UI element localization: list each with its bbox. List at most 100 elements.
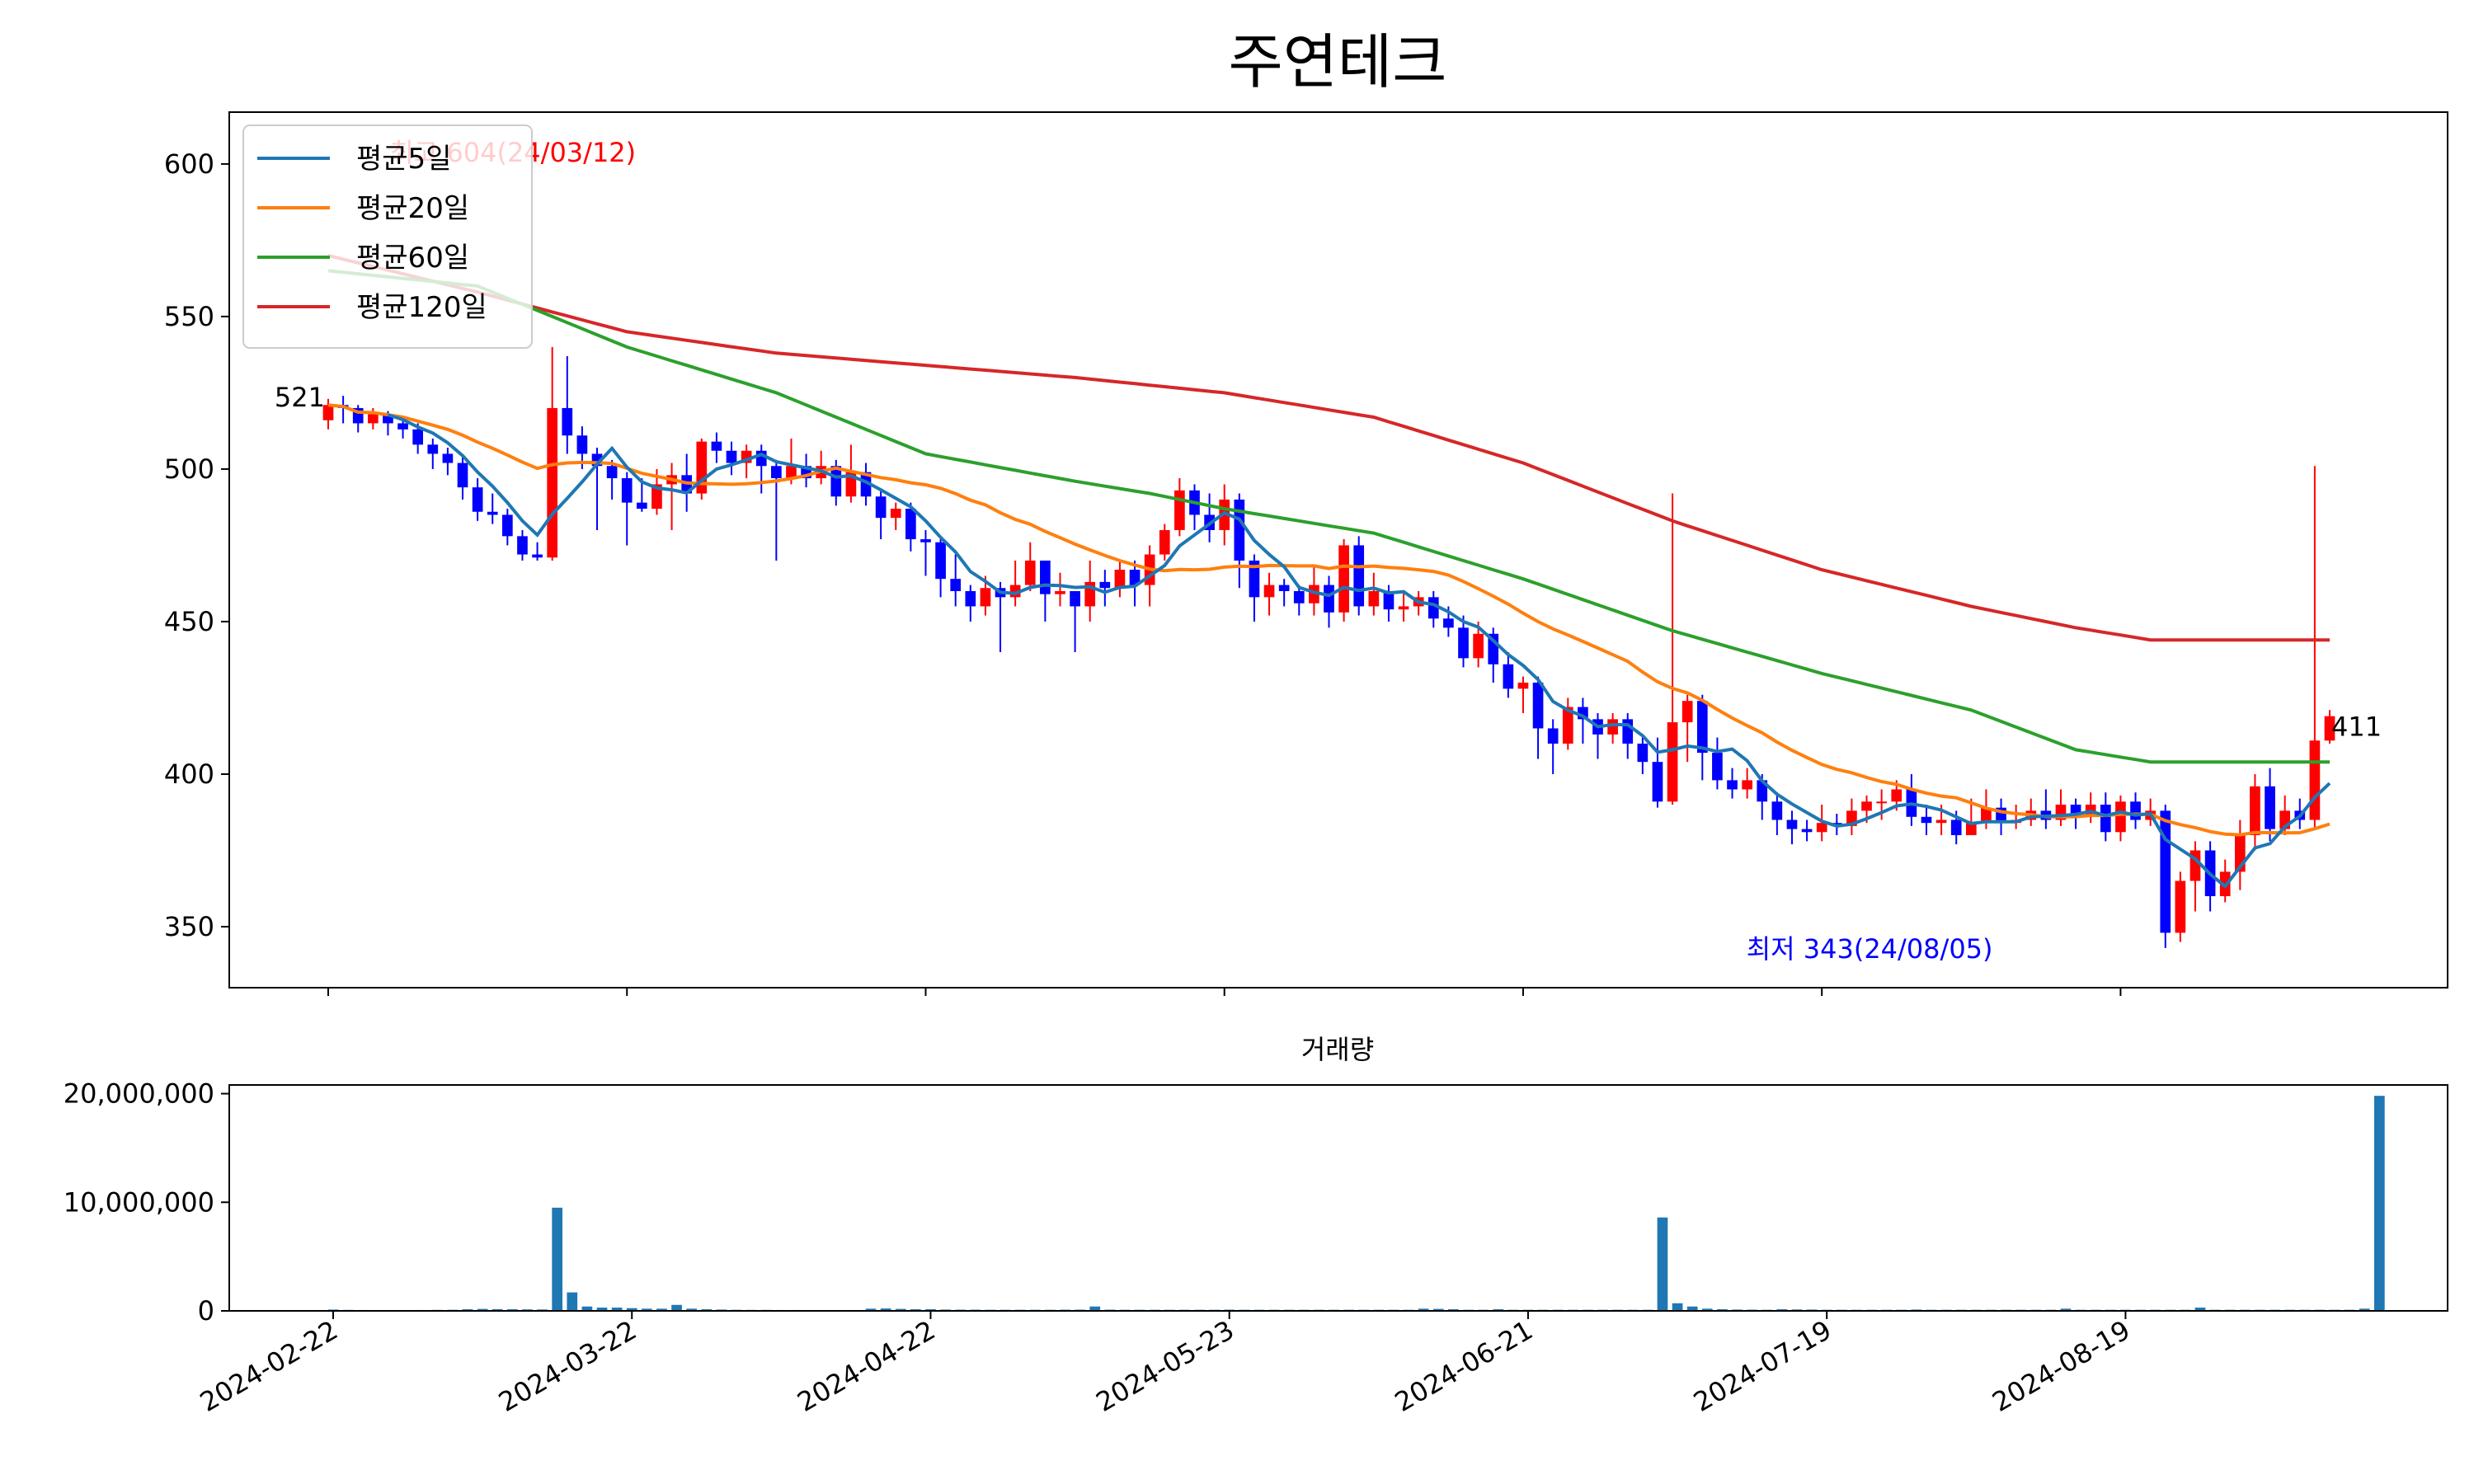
legend-label: 평균5일 <box>356 143 451 176</box>
candle-body <box>1816 823 1827 833</box>
candle-body <box>532 554 543 558</box>
candle-body <box>1771 801 1783 820</box>
volume-bar <box>626 1308 637 1311</box>
candle-body <box>1981 807 1992 824</box>
candle-body <box>1383 590 1395 610</box>
candle-body <box>397 423 408 430</box>
volume-y-tick-label: 20,000,000 <box>63 1078 214 1110</box>
candle-body <box>1696 701 1708 754</box>
candle-body <box>1667 722 1678 802</box>
volume-bar <box>895 1308 906 1311</box>
candle-body <box>2130 801 2141 820</box>
candle-body <box>1921 816 1932 824</box>
candle-body <box>1278 585 1290 591</box>
price-axes-frame <box>228 111 2448 989</box>
volume-bar <box>671 1304 682 1311</box>
volume-y-tick-label: 10,000,000 <box>63 1186 214 1218</box>
candle-body <box>1159 529 1170 555</box>
x-tick-label: 2024-07-19 <box>1688 1314 1837 1418</box>
volume-bar <box>1701 1308 1713 1311</box>
volume-bar <box>1418 1308 1429 1311</box>
candle-body <box>711 441 722 451</box>
candle-body <box>637 502 647 510</box>
x-tick-label: 2024-03-22 <box>493 1314 642 1418</box>
x-tick-label: 2024-04-22 <box>792 1314 940 1418</box>
candle-body <box>383 414 393 424</box>
candle-body <box>2115 801 2126 833</box>
legend-label: 평균120일 <box>356 291 487 324</box>
candle-body <box>2160 810 2171 933</box>
volume-bar <box>865 1308 877 1311</box>
candle-body <box>1965 823 1977 835</box>
candle-body <box>322 405 334 420</box>
volume-panel: 0 10,000,000 20,000,000 2024-02-22 2024-03-2… <box>63 1078 2448 1418</box>
candle-body <box>1652 762 1663 802</box>
volume-bar <box>656 1308 667 1311</box>
candle-body <box>1786 819 1798 829</box>
candle-body <box>1681 701 1693 723</box>
chart-title: 주연테크 <box>1229 27 1447 96</box>
last-price-label: 411 <box>2331 711 2382 742</box>
candle-body <box>1801 829 1813 833</box>
y-tick-label: 500 <box>164 453 214 485</box>
candle-body <box>1473 633 1484 659</box>
candle-body <box>1338 545 1349 613</box>
y-tick-label: 600 <box>164 148 214 180</box>
candle-body <box>1234 499 1245 561</box>
candle-body <box>1935 819 1947 824</box>
first-price-label: 521 <box>275 382 325 413</box>
candle-body <box>1398 606 1409 610</box>
candle-body <box>442 453 454 463</box>
candle-body <box>1891 789 1903 802</box>
candle-body <box>1368 590 1380 607</box>
candle-body <box>412 429 424 445</box>
candle-body <box>1622 719 1634 744</box>
volume-y-tick-label: 0 <box>198 1295 214 1327</box>
candle-body <box>2250 786 2260 835</box>
candle-body <box>1249 560 1260 598</box>
volume-bar <box>642 1308 652 1311</box>
candle-body <box>771 466 782 479</box>
candle-body <box>980 588 991 607</box>
volume-bar <box>492 1308 503 1311</box>
volume-bar <box>1089 1306 1101 1311</box>
candle-body <box>920 539 931 542</box>
candle-body <box>1727 780 1738 790</box>
candle-body <box>935 542 946 580</box>
volume-bar <box>581 1306 593 1311</box>
candle-body <box>1174 490 1185 530</box>
x-tick-label: 2024-08-19 <box>1987 1314 2135 1418</box>
candle-body <box>1055 590 1065 594</box>
candle-body <box>1114 570 1126 589</box>
candle-body <box>1309 585 1319 603</box>
candle-body <box>905 509 916 540</box>
candle-body <box>2309 740 2321 820</box>
candle-body <box>1607 719 1618 735</box>
candle-body <box>1547 728 1559 744</box>
volume-axes-frame <box>228 1084 2448 1312</box>
candle-body <box>606 466 618 479</box>
x-tick-label: 2024-05-23 <box>1091 1314 1239 1418</box>
volume-bar <box>477 1308 488 1311</box>
legend-label: 평균20일 <box>356 192 469 225</box>
candle-body <box>1099 581 1111 589</box>
candle-body <box>621 478 633 503</box>
volume-bar <box>1432 1308 1444 1311</box>
candle-body <box>1742 780 1752 790</box>
candle-body <box>1443 618 1454 628</box>
candle-body <box>1532 682 1544 729</box>
candle-body <box>1353 545 1365 607</box>
volume-title: 거래량 <box>1301 1034 1374 1065</box>
volume-bar <box>567 1292 578 1311</box>
candle-body <box>2265 786 2275 829</box>
volume-bar <box>611 1308 623 1311</box>
y-tick-label: 550 <box>164 301 214 332</box>
volume-bar <box>1657 1217 1668 1311</box>
candle-body <box>651 484 662 510</box>
volume-bar <box>2373 1096 2385 1311</box>
candle-body <box>1562 707 1573 744</box>
candle-body <box>950 579 962 591</box>
candle-body <box>786 466 797 479</box>
candle-body <box>1757 780 1768 802</box>
candle-body <box>457 463 468 488</box>
